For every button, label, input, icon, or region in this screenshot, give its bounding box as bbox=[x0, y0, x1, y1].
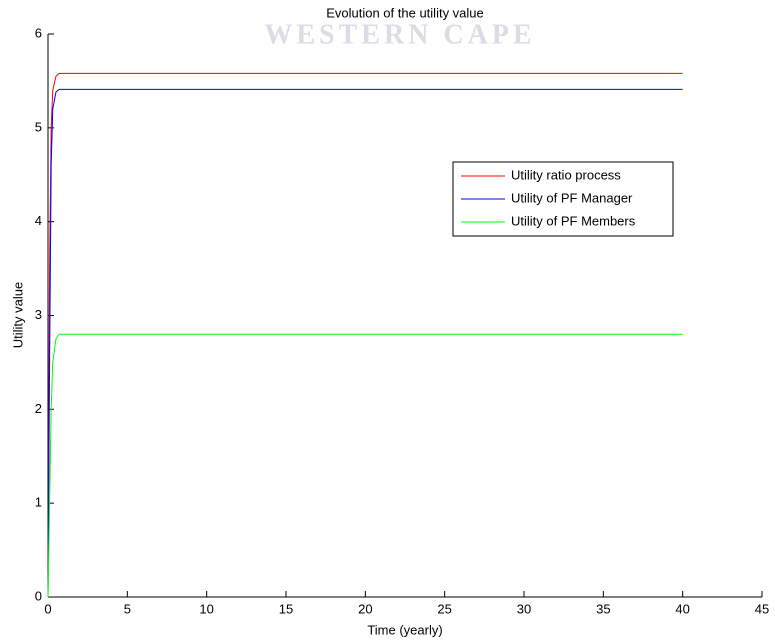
y-tick-label: 3 bbox=[35, 307, 42, 322]
y-tick-label: 0 bbox=[35, 588, 42, 603]
series-line bbox=[47, 72, 683, 598]
legend-label: Utility ratio process bbox=[511, 167, 621, 182]
y-tick-label: 6 bbox=[35, 25, 42, 40]
legend-label: Utility of PF Manager bbox=[511, 190, 633, 205]
y-tick-label: 2 bbox=[35, 401, 42, 416]
series-line bbox=[47, 88, 683, 598]
x-tick-label: 5 bbox=[124, 601, 131, 616]
x-tick-label: 10 bbox=[199, 601, 213, 616]
x-tick-label: 20 bbox=[358, 601, 372, 616]
chart-title: Evolution of the utility value bbox=[326, 5, 484, 20]
legend-label: Utility of PF Members bbox=[511, 213, 636, 228]
x-axis-label: Time (yearly) bbox=[367, 622, 442, 637]
x-tick-label: 40 bbox=[675, 601, 689, 616]
y-tick-label: 5 bbox=[35, 119, 42, 134]
series-line bbox=[47, 333, 683, 598]
x-tick-label: 30 bbox=[517, 601, 531, 616]
x-tick-label: 25 bbox=[437, 601, 451, 616]
y-tick-label: 1 bbox=[35, 495, 42, 510]
x-tick-label: 0 bbox=[44, 601, 51, 616]
watermark: WESTERN CAPE bbox=[264, 19, 535, 50]
y-tick-label: 4 bbox=[35, 213, 42, 228]
x-tick-label: 15 bbox=[279, 601, 293, 616]
x-tick-label: 35 bbox=[596, 601, 610, 616]
x-tick-label: 45 bbox=[755, 601, 769, 616]
y-axis-label: Utility value bbox=[10, 282, 25, 348]
